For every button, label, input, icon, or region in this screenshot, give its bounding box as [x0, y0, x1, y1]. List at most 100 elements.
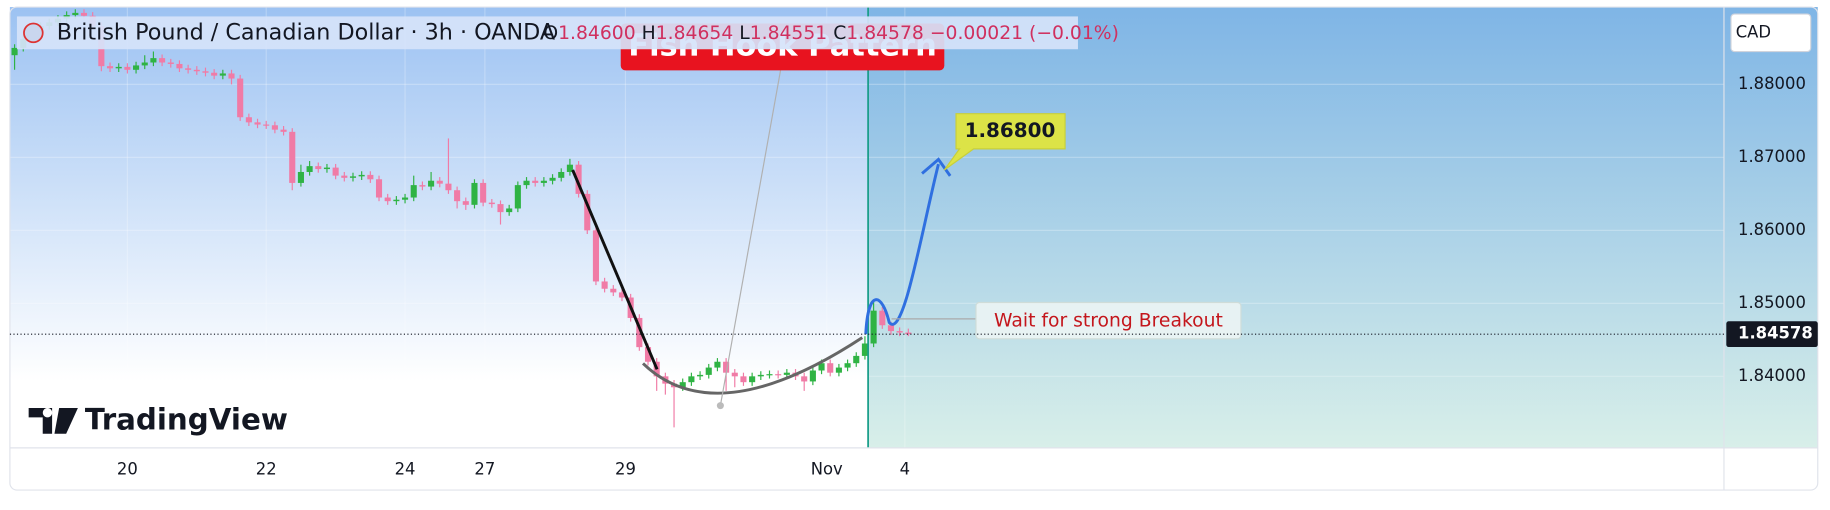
candle-body	[106, 66, 114, 69]
last-price-label: 1.84578	[1738, 324, 1813, 343]
y-tick-label: 1.86000	[1738, 220, 1806, 239]
candle-body	[80, 12, 88, 16]
candle-body	[323, 167, 331, 170]
candle-body	[480, 182, 487, 203]
candle-body	[306, 166, 313, 172]
candle-body	[592, 230, 599, 282]
ohlc-change: −0.00021 (−0.01%)	[930, 22, 1119, 43]
candle-body	[159, 58, 166, 63]
candle-body	[853, 355, 860, 364]
candle-body	[332, 167, 339, 176]
candle-body	[827, 363, 834, 373]
candle-body	[228, 73, 235, 79]
candle-body	[358, 174, 365, 177]
candle-body	[211, 72, 218, 76]
y-tick-label: 1.87000	[1738, 147, 1806, 166]
candle-body	[532, 180, 539, 183]
candle-body	[558, 171, 565, 178]
candle-body	[714, 361, 721, 368]
ohlc-key: C	[833, 22, 846, 43]
candle-body	[375, 179, 383, 198]
candle-body	[254, 122, 261, 125]
candle-body	[506, 208, 513, 213]
brand-logo	[28, 408, 78, 434]
candle-body	[237, 78, 244, 118]
candle-body	[349, 176, 357, 178]
candle-body	[133, 65, 140, 70]
candle-body	[471, 182, 478, 205]
trend-line	[571, 169, 659, 370]
candle-body	[141, 62, 148, 66]
candle-body	[549, 177, 556, 181]
candle-body	[610, 288, 617, 293]
target-box	[943, 113, 1066, 171]
frame	[9, 6, 1819, 491]
ohlc-value: 1.84578	[846, 22, 924, 43]
header-bg	[16, 16, 1078, 50]
x-tick-label: 22	[256, 460, 277, 479]
candle-body	[636, 317, 643, 348]
candle-body	[766, 374, 773, 376]
candle-body	[835, 367, 842, 373]
candle-body	[905, 332, 912, 335]
candle-body	[523, 180, 530, 186]
candle-body	[280, 129, 287, 132]
candle-body	[393, 199, 400, 202]
candle-body	[341, 175, 348, 178]
candle-body	[263, 124, 270, 126]
candle-body	[115, 66, 122, 69]
candle-body	[202, 71, 209, 73]
candle-body	[887, 325, 895, 332]
candle-body	[488, 202, 495, 205]
candle-body	[297, 171, 304, 183]
background-forecast	[868, 7, 1818, 448]
hook-curve	[641, 336, 864, 395]
candle-body	[844, 363, 851, 368]
candle-body	[783, 372, 790, 375]
candle-body	[428, 180, 435, 187]
ohlc-value: 1.84654	[656, 22, 734, 43]
candle-body	[879, 310, 886, 326]
candle-body	[271, 125, 278, 130]
y-tick-label: 1.88000	[1738, 74, 1806, 93]
x-tick-label: 4	[900, 460, 910, 479]
candle-body	[124, 66, 131, 70]
candle-body	[575, 164, 582, 194]
candle-body	[697, 374, 704, 377]
candle-body	[436, 180, 443, 184]
x-tick-label: 24	[395, 460, 416, 479]
candle-body	[167, 62, 174, 64]
x-tick-label: 27	[474, 460, 495, 479]
candle-body	[219, 73, 226, 76]
currency-box[interactable]	[1730, 13, 1812, 53]
ohlc-key: L	[739, 22, 750, 43]
candle-body	[731, 372, 738, 377]
candle-body	[540, 180, 547, 183]
candle-body	[454, 190, 461, 202]
candle-body	[723, 361, 730, 373]
candle-body	[245, 117, 252, 123]
note-text: Wait for strong Breakout	[994, 311, 1223, 332]
candle-body	[757, 374, 764, 377]
candle-body	[419, 185, 426, 187]
candle-body	[896, 331, 903, 333]
candle-body	[176, 63, 183, 69]
candle-body	[601, 281, 608, 289]
candle-body	[410, 185, 417, 198]
currency-label: CAD	[1736, 22, 1771, 41]
pointer-line	[719, 52, 785, 406]
ohlc-key: H	[642, 22, 656, 43]
candle-body	[584, 193, 591, 231]
candle-body	[801, 376, 808, 382]
candle-body	[818, 363, 825, 371]
candle-body	[749, 376, 756, 383]
candle-body	[688, 376, 695, 383]
ohlc-value: 1.84551	[750, 22, 828, 43]
candle-body	[740, 376, 747, 383]
last-price-box	[1726, 321, 1818, 348]
candle-body	[679, 382, 686, 388]
projection-arrow	[864, 163, 940, 335]
symbol-title: British Pound / Canadian Dollar · 3h · O…	[57, 19, 556, 45]
candle-body	[289, 131, 296, 183]
ohlc-header: O1.84600 H1.84654 L1.84551 C1.84578 −0.0…	[543, 22, 1119, 43]
